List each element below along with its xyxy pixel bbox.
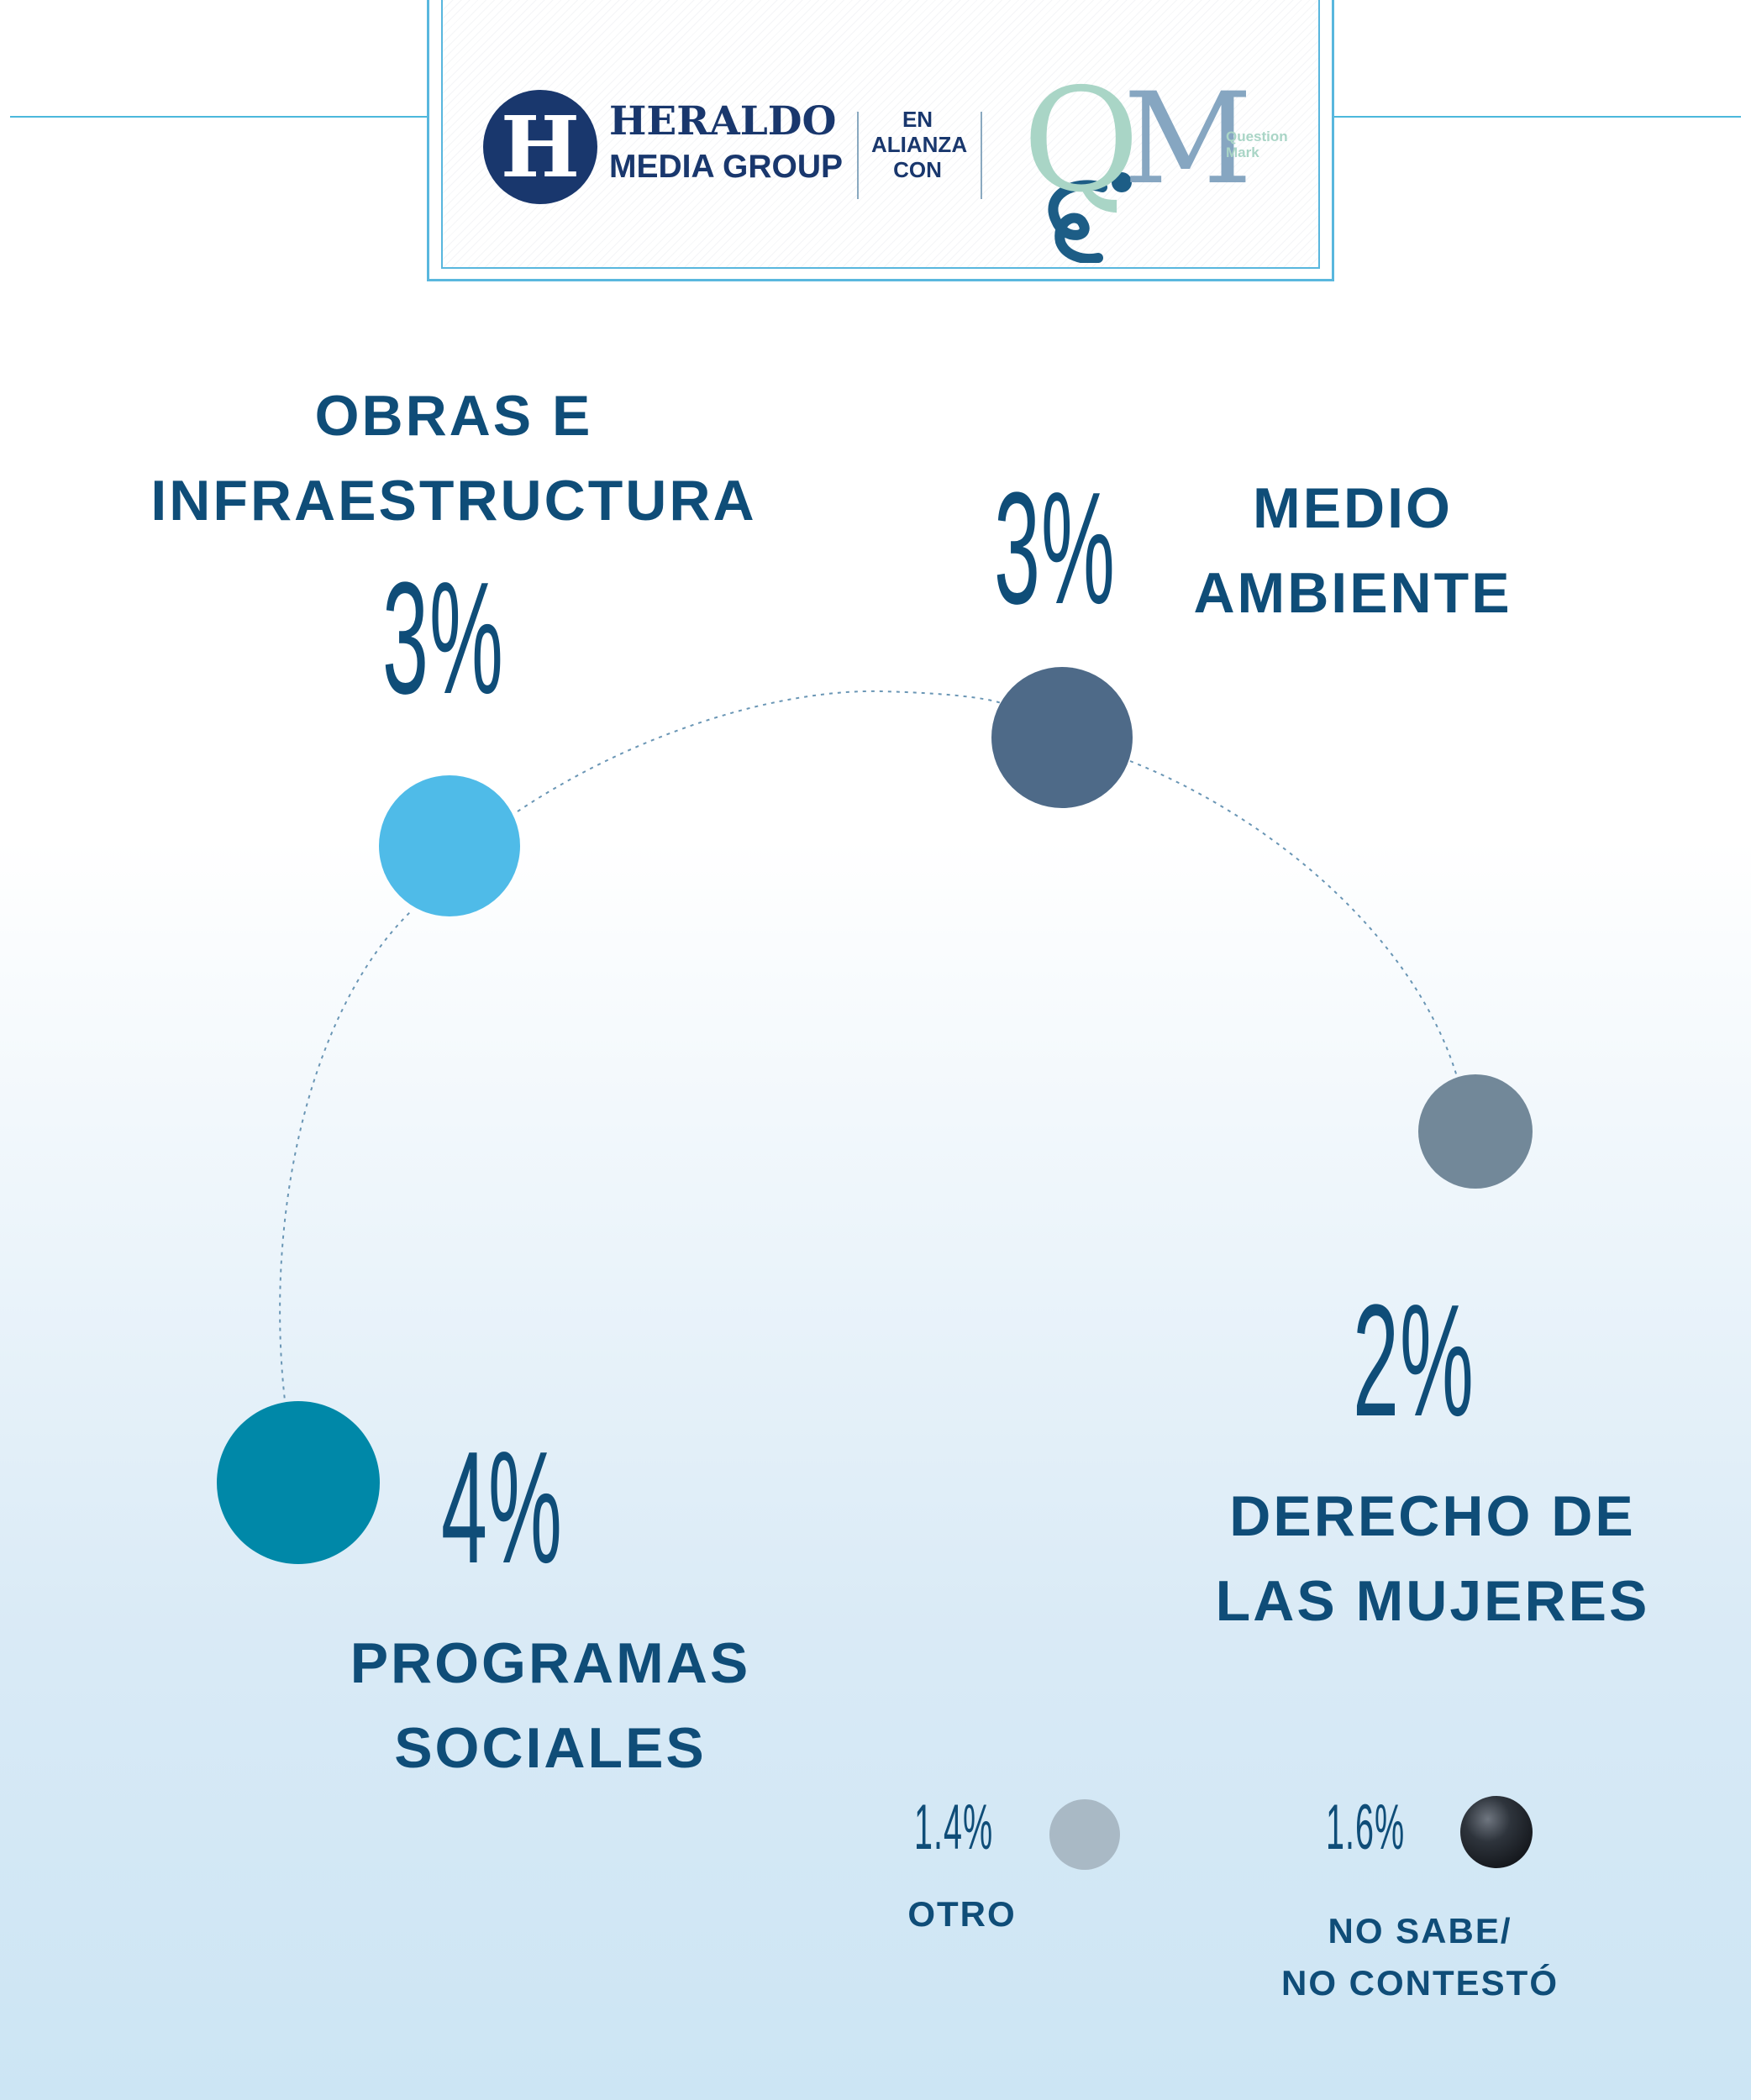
value-label-medio-ambiente: 3%: [994, 459, 1116, 638]
bubble-programas-sociales: [217, 1401, 380, 1564]
partner-logo-m: M: [1123, 66, 1253, 213]
category-label-programas-sociales: PROGRAMAS SOCIALES: [350, 1631, 751, 1780]
connector-arc: [1129, 760, 1459, 1080]
category-label-derecho-mujeres: DERECHO DE LAS MUJERES: [1215, 1484, 1650, 1633]
category-label-otro: OTRO: [907, 1894, 1017, 1934]
bubble-otro: [1049, 1799, 1120, 1870]
header-panel: H HERALDO MEDIA GROUP EN ALIANZA CON Q M…: [441, 0, 1320, 269]
header-divider: [857, 112, 859, 199]
value-label-obras-infraestructura: 3%: [382, 549, 504, 727]
header-box: H HERALDO MEDIA GROUP EN ALIANZA CON Q M…: [427, 0, 1334, 281]
header-rule-left: [10, 116, 427, 118]
brand-subname: MEDIA GROUP: [609, 149, 844, 185]
partner-logo-q: Q: [1023, 58, 1140, 224]
header-divider: [981, 112, 982, 199]
header-rule-right: [1334, 116, 1741, 118]
connector-arc: [517, 690, 1008, 812]
partner-name: Question Mark: [1226, 129, 1288, 160]
value-label-programas-sociales: 4%: [441, 1419, 563, 1597]
value-label-derecho-mujeres: 2%: [1353, 1272, 1475, 1450]
value-label-no-sabe: 1.6%: [1326, 1792, 1406, 1863]
bubble-obras-infraestructura: [379, 775, 520, 916]
category-label-no-sabe: NO SABE/ NO CONTESTÓ: [1280, 1911, 1559, 2003]
heraldo-logo-icon: H: [483, 90, 597, 204]
value-label-otro: 1.4%: [914, 1792, 994, 1863]
category-label-obras-infraestructura: OBRAS E INFRAESTRUCTURA: [150, 384, 757, 533]
bubble-derecho-mujeres: [1418, 1074, 1533, 1189]
category-label-medio-ambiente: MEDIO AMBIENTE: [1193, 476, 1512, 625]
connector-arc: [279, 910, 413, 1482]
alliance-text: EN ALIANZA CON: [871, 107, 968, 182]
question-mark-swirl-icon: [1048, 172, 1132, 263]
bubble-medio-ambiente: [991, 667, 1133, 808]
bubble-no-sabe: [1460, 1796, 1533, 1868]
brand-name: HERALDO: [609, 98, 837, 144]
